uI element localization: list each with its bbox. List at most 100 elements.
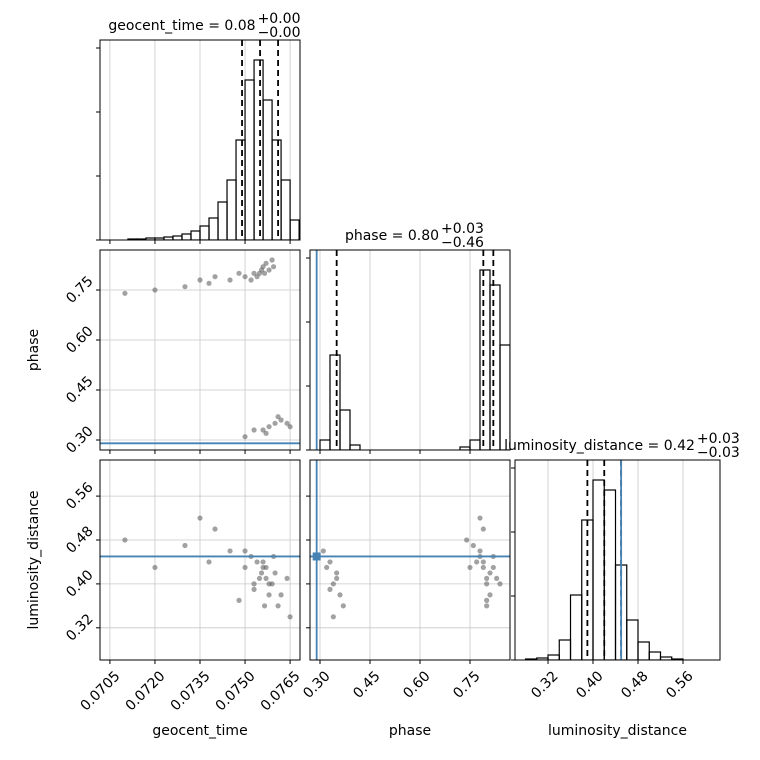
x-tick-label: 0.30 — [300, 668, 333, 701]
x-tick-label: 0.0750 — [213, 668, 259, 714]
sample-point — [480, 564, 486, 571]
sample-point — [251, 270, 257, 276]
histogram-bar — [569, 594, 583, 660]
sample-point — [122, 290, 128, 296]
y-tick-label: 0.32 — [63, 611, 96, 644]
y-tick-label: 0.56 — [63, 479, 96, 512]
panel — [524, 460, 684, 660]
sample-point — [227, 277, 233, 283]
sample-point — [470, 542, 476, 549]
histogram-bar — [329, 354, 341, 450]
title-upper-error: +0.03 — [441, 221, 484, 237]
histogram-bar — [499, 344, 510, 450]
sample-point — [287, 424, 293, 430]
histogram-bar — [603, 489, 617, 660]
histogram-bar — [181, 233, 192, 240]
y-tick-label: 0.45 — [63, 373, 96, 406]
sample-point — [284, 420, 290, 426]
sample-point — [337, 592, 343, 598]
sample-point — [487, 592, 493, 598]
sample-point — [122, 537, 128, 543]
x-axis-label: geocent_time — [152, 723, 247, 739]
histogram-bar — [190, 230, 201, 240]
sample-point — [480, 559, 486, 565]
title-lower-error: −0.00 — [258, 25, 301, 41]
title-lower-error: −0.03 — [697, 445, 740, 461]
x-axis-label: phase — [389, 723, 431, 739]
panel — [109, 40, 300, 240]
truth-marker — [312, 552, 321, 561]
sample-point — [236, 597, 242, 603]
sample-point — [275, 603, 281, 609]
sample-point — [263, 260, 269, 266]
sample-point — [266, 581, 272, 587]
sample-point — [258, 570, 265, 576]
sample-point — [242, 274, 248, 280]
y-tick-label: 0.30 — [63, 423, 96, 456]
sample-point — [275, 414, 281, 420]
y-tick-label: 0.75 — [63, 273, 96, 306]
sample-point — [260, 264, 266, 270]
sample-point — [227, 548, 233, 554]
sample-point — [484, 581, 490, 587]
sample-point — [484, 575, 490, 582]
x-tick-label: 0.75 — [450, 668, 483, 701]
sample-point — [480, 526, 486, 532]
sample-point — [497, 581, 503, 587]
histogram-bar — [489, 284, 501, 450]
sample-point — [272, 420, 278, 426]
sample-point — [197, 277, 203, 283]
sample-point — [484, 597, 490, 603]
sample-point — [182, 542, 188, 549]
histogram-bar — [244, 79, 255, 240]
histogram-bar — [547, 654, 560, 660]
sample-point — [251, 581, 257, 587]
sample-point — [269, 257, 275, 263]
x-tick-label: 0.0765 — [258, 668, 304, 714]
panel — [310, 460, 510, 660]
sample-point — [320, 548, 326, 554]
x-tick-label: 0.60 — [400, 668, 433, 701]
sample-point — [490, 564, 496, 571]
sample-point — [474, 559, 480, 565]
sample-point — [260, 559, 266, 565]
sample-point — [263, 430, 269, 436]
sample-point — [152, 564, 158, 571]
x-axis-label: luminosity_distance — [548, 723, 687, 739]
sample-point — [212, 274, 218, 280]
histogram-bar — [319, 439, 331, 450]
sample-point — [261, 270, 268, 276]
panel-title: phase = 0.80 — [345, 228, 439, 244]
x-tick-label: 0.32 — [528, 668, 561, 701]
histogram-bar — [339, 409, 351, 450]
y-tick-label: 0.60 — [63, 323, 96, 356]
sample-point — [487, 570, 493, 576]
sample-point — [284, 575, 290, 582]
panel-frame — [309, 459, 511, 661]
sample-point — [263, 564, 269, 571]
histogram-bar — [626, 619, 639, 660]
histogram-bar — [349, 444, 361, 450]
sample-point — [278, 592, 284, 598]
histogram-bar — [469, 439, 481, 450]
sample-point — [254, 559, 260, 565]
histogram-bar — [217, 201, 228, 240]
panel-title: luminosity_distance = 0.42 — [504, 438, 695, 454]
histogram-bar — [226, 179, 237, 240]
sample-point — [327, 586, 333, 592]
sample-point — [197, 515, 203, 521]
panel-title: geocent_time = 0.08 — [108, 18, 255, 34]
title-upper-error: +0.00 — [258, 11, 301, 27]
sample-point — [330, 614, 336, 620]
y-axis-label: phase — [26, 329, 42, 371]
x-tick-label: 0.0735 — [168, 668, 214, 714]
x-tick-label: 0.0705 — [78, 668, 124, 714]
sample-point — [287, 614, 293, 620]
sample-point — [152, 287, 158, 293]
sample-point — [254, 274, 260, 280]
sample-point — [272, 570, 278, 576]
panel — [315, 250, 510, 450]
sample-point — [477, 515, 483, 521]
y-axis-label: luminosity_distance — [26, 490, 42, 629]
